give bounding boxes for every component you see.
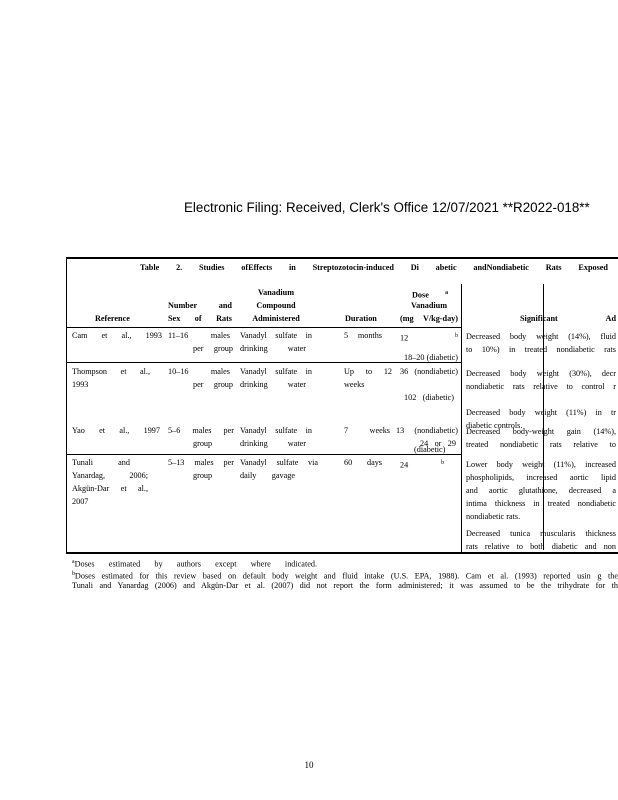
col-header-number-line2: Sex of Rats (168, 314, 232, 323)
footnote-b-line2: Tunali and Yanardag (2006) and Akgün-Dar… (72, 581, 618, 590)
col-header-effects: Significant Ad (520, 314, 616, 323)
row4-effects-line2: phospholipids, increased aortic lipid (466, 473, 616, 482)
row4-compound-line1: Vanadyl sulfate via (240, 458, 318, 467)
row3-reference: Yao et al., 1997 (72, 426, 160, 435)
table-top-border (66, 257, 618, 259)
row4-duration: 60 days (344, 458, 382, 467)
col-header-dose-line1: Dose a (412, 287, 448, 300)
row2-compound-line1: Vanadyl sulfate in (240, 367, 312, 376)
row4-number-line1: 5–13 males per (168, 458, 234, 467)
row4-effects-line4: intima thickness in treated nondiabetic (466, 499, 616, 508)
row2-dose-line2: 102 (diabetic) (404, 393, 454, 402)
row3-dose-line1: 13 (nondiabetic) (396, 426, 458, 435)
row3-effects-line2: treated nondiabetic rats relative to (466, 440, 616, 449)
column-divider (461, 284, 462, 552)
table-left-border (66, 257, 67, 554)
row4-reference-line2: Yanardag, 2006; (72, 471, 148, 480)
row2-duration-line1: Up to 12 (344, 367, 392, 376)
row3-number-line2: group (193, 439, 213, 448)
footnote-b-superscript: b (72, 571, 75, 577)
col-header-compound-line3: Administered (252, 314, 300, 323)
row3-number-line1: 5–6 males per (168, 426, 234, 435)
row1-duration: 5 months (344, 331, 382, 340)
row2-effects-line3: Decreased body weight (11%) in tr (466, 408, 616, 417)
row4-number-line2: group (193, 471, 213, 480)
row2-duration-line2: weeks (344, 380, 365, 389)
row-separator-2 (66, 454, 461, 455)
header-underline (66, 327, 461, 328)
row4-effects-line1: Lower body weight (11%), increased (466, 460, 616, 469)
row4-effects-line6: Decreased tunica muscularis thickness (466, 529, 616, 538)
row4-reference-line3: Akgün-Dar et al., (72, 484, 148, 493)
row3-dose-line3: (diabetic) (414, 445, 446, 454)
row2-effects-line1: Decreased body weight (30%), decr (466, 369, 616, 378)
footnote-a-text: Doses estimated by authors except where … (74, 559, 317, 569)
row2-compound-line2: drinking water (240, 380, 306, 389)
col-header-duration: Duration (345, 314, 377, 323)
row4-dose: 24 b (400, 457, 444, 470)
footnote-b-line1: bDoses estimated for this review based o… (72, 568, 618, 581)
col-header-compound-line2: Compound (256, 301, 296, 310)
row4-dose-superscript: b (441, 460, 444, 466)
row2-effects-line4: diabetic controls. (466, 421, 523, 430)
row1-effects-line2: to 10%) in treated nondiabetic rats (466, 345, 616, 354)
col-header-compound-line1: Vanadium (257, 288, 295, 297)
footnote-a: aDoses estimated by authors except where… (72, 556, 317, 569)
row4-dose-value: 24 (400, 460, 409, 470)
row1-reference: Cam et al., 1993 (72, 331, 162, 340)
table-bottom-border (66, 552, 618, 554)
row3-compound-line1: Vanadyl sulfate in (240, 426, 312, 435)
row1-dose-value: 12 (400, 333, 409, 343)
filing-stamp: Electronic Filing: Received, Clerk's Off… (184, 200, 590, 215)
row-separator-1 (66, 362, 461, 363)
footnote-b-text-line1: Doses estimated for this review based on… (74, 571, 618, 581)
row4-reference-line1: Tunali and (72, 458, 130, 467)
table-title: Table 2. Studies ofEffects in Streptozot… (140, 263, 608, 272)
col-header-dose-line2: Vanadium (410, 301, 448, 310)
col-header-dose-line3: (mg V/kg-day) (400, 314, 458, 323)
dose-header-word: Dose (412, 290, 429, 300)
col-header-number-line1: Number and (168, 301, 232, 310)
row2-reference-line2: 1993 (72, 380, 89, 389)
row1-dose-line1: 12 b (nondiabetic) (400, 330, 458, 343)
col-header-reference: Reference (95, 314, 130, 323)
row4-effects-line5: nondiabetic rats. (466, 512, 521, 521)
footnote-a-superscript: a (72, 559, 75, 565)
row1-number-line1: 11–16 males (168, 331, 230, 340)
row4-compound-line2: daily gavage (240, 471, 295, 480)
row3-duration: 7 weeks (344, 426, 390, 435)
row1-compound-line2: drinking water (240, 344, 306, 353)
row4-effects-line7: rats relative to both diabetic and non (466, 542, 616, 551)
column-divider-2 (543, 284, 544, 550)
row3-compound-line2: drinking water (240, 439, 306, 448)
row1-effects-line1: Decreased body weight (14%), fluid (466, 332, 616, 341)
dose-header-superscript: a (445, 290, 448, 296)
row2-dose-line1: 36 (nondiabetic) (400, 367, 458, 376)
row3-effects-line1: Decreased body-weight gain (14%), (466, 427, 616, 436)
row1-dose-line2: 18–20 (diabetic) (404, 353, 458, 362)
row1-dose-superscript: b (455, 333, 458, 339)
row2-reference-line1: Thompson et al., (72, 367, 150, 376)
page-number: 10 (304, 760, 314, 770)
row4-effects-line3: and aortic glutathione, decreased a (466, 486, 616, 495)
row3-dose-line2: 24 or 29 (420, 439, 456, 448)
row2-number-line1: 10–16 males (168, 367, 230, 376)
row4-reference-line4: 2007 (72, 497, 89, 506)
row2-effects-line2: nondiabetic rats relative to control r (466, 382, 616, 391)
row2-number-line2: per group (193, 380, 233, 389)
row1-compound-line1: Vanadyl sulfate in (240, 331, 312, 340)
row1-number-line2: per group (193, 344, 233, 353)
